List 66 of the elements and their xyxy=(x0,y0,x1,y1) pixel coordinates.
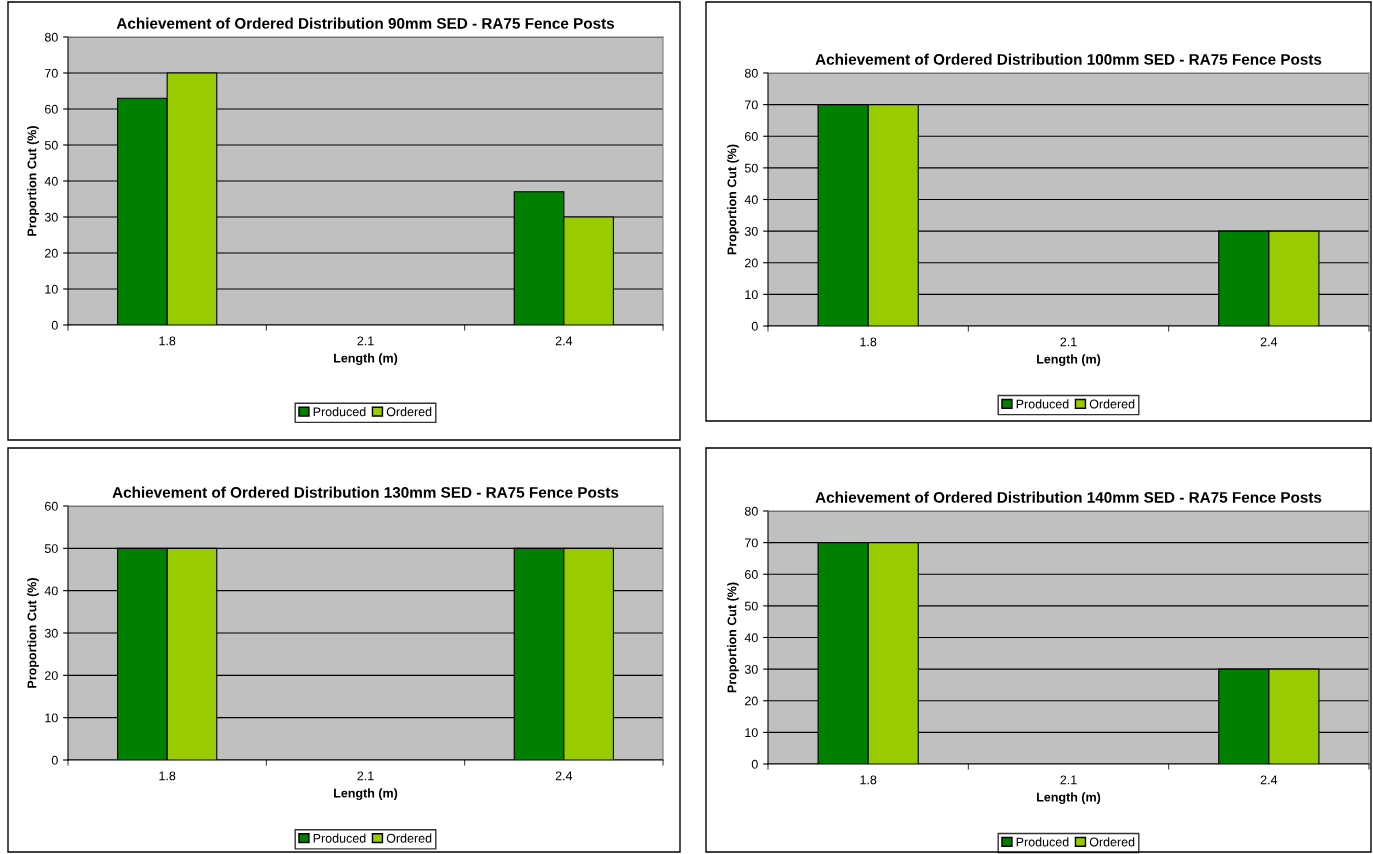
x-tick-label: 1.8 xyxy=(860,775,877,785)
y-tick-label: 0 xyxy=(51,755,58,765)
y-tick-label: 60 xyxy=(745,570,758,579)
y-tick-label: 40 xyxy=(744,195,758,205)
y-tick-label: 70 xyxy=(745,538,758,548)
legend-label: Ordered xyxy=(386,407,432,417)
x-tick-label: 1.8 xyxy=(159,336,176,346)
y-tick-label: 60 xyxy=(45,104,58,114)
legend-label: Ordered xyxy=(1089,399,1135,409)
y-tick-label: 20 xyxy=(745,258,758,268)
y-tick-label: 20 xyxy=(745,696,758,706)
y-tick-label: 40 xyxy=(44,176,58,186)
y-tick-label: 80 xyxy=(744,68,758,78)
y-tick-label: 40 xyxy=(44,586,58,596)
legend-label: Produced xyxy=(313,407,366,417)
y-axis-title: Proportion Cut (%) xyxy=(727,144,739,255)
y-tick-label: 20 xyxy=(45,671,58,680)
chart-title: Achievement of Ordered Distribution 130mm SED - RA75 Fence Posts xyxy=(112,486,619,498)
y-tick-label: 10 xyxy=(745,290,758,300)
y-tick-label: 30 xyxy=(44,212,58,222)
y-tick-label: 20 xyxy=(45,248,58,258)
chart-title: Achievement of Ordered Distribution 90mm SED - RA75 Fence Posts xyxy=(116,17,615,29)
legend-label: Ordered xyxy=(386,833,432,843)
y-tick-label: 50 xyxy=(744,601,758,611)
y-tick-label: 80 xyxy=(744,506,758,516)
x-axis-title: Length (m) xyxy=(334,788,398,801)
y-tick-label: 70 xyxy=(45,68,58,78)
x-tick-label: 2.4 xyxy=(555,771,573,781)
y-tick-label: 60 xyxy=(45,501,58,511)
x-tick-label: 1.8 xyxy=(159,771,176,781)
y-tick-label: 60 xyxy=(745,132,758,141)
x-axis-title: Length (m) xyxy=(334,353,398,366)
y-tick-label: 50 xyxy=(744,163,758,173)
legend-label: Produced xyxy=(1016,837,1069,847)
y-axis-title: Proportion Cut (%) xyxy=(27,578,39,688)
chart-title: Achievement of Ordered Distribution 140mm SED - RA75 Fence Posts xyxy=(815,491,1322,503)
x-tick-label: 2.4 xyxy=(1260,775,1278,785)
y-tick-label: 50 xyxy=(44,544,58,553)
x-tick-label: 2.1 xyxy=(1060,775,1077,785)
y-tick-label: 10 xyxy=(745,728,758,738)
legend-label: Ordered xyxy=(1089,837,1135,847)
legend-label: Produced xyxy=(313,833,366,843)
x-tick-label: 2.4 xyxy=(555,336,573,346)
chart-title: Achievement of Ordered Distribution 100mm SED - RA75 Fence Posts xyxy=(815,53,1322,65)
x-axis-title: Length (m) xyxy=(1037,354,1101,367)
y-tick-label: 30 xyxy=(744,664,758,674)
y-tick-label: 0 xyxy=(751,321,758,331)
y-tick-label: 70 xyxy=(745,100,758,110)
y-tick-label: 80 xyxy=(44,32,58,42)
y-axis-title: Proportion Cut (%) xyxy=(27,126,39,236)
y-tick-label: 50 xyxy=(44,140,58,150)
y-tick-label: 0 xyxy=(751,759,758,769)
y-tick-label: 30 xyxy=(44,628,58,638)
y-axis-title: Proportion Cut (%) xyxy=(727,582,739,693)
x-tick-label: 2.1 xyxy=(357,336,374,346)
y-tick-label: 0 xyxy=(51,320,58,330)
legend-label: Produced xyxy=(1016,399,1069,409)
y-tick-label: 10 xyxy=(45,713,58,723)
y-tick-label: 30 xyxy=(744,226,758,236)
y-tick-label: 40 xyxy=(744,633,758,643)
x-tick-label: 2.1 xyxy=(357,771,374,781)
x-tick-label: 1.8 xyxy=(860,337,877,347)
x-axis-title: Length (m) xyxy=(1037,792,1101,805)
y-tick-label: 10 xyxy=(45,284,58,294)
x-tick-label: 2.1 xyxy=(1060,337,1077,347)
x-tick-label: 2.4 xyxy=(1260,337,1278,347)
